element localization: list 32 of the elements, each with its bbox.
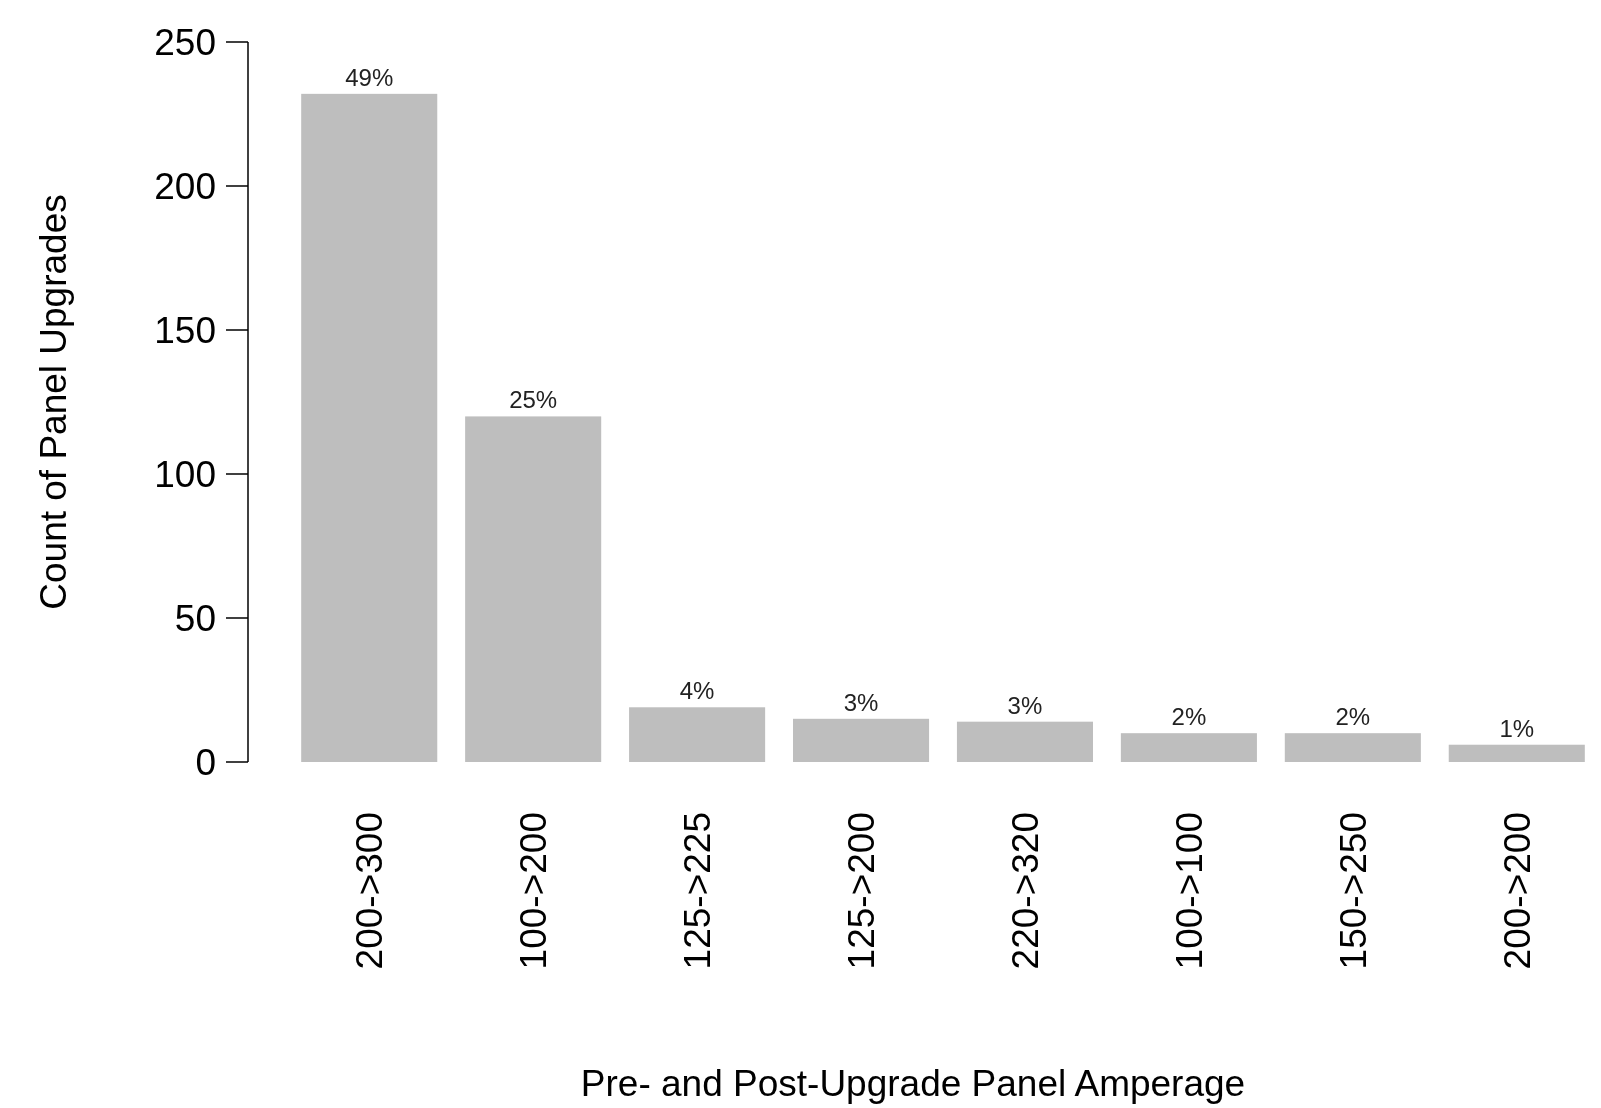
annotation: 25%	[509, 386, 558, 414]
y-tick-label: 0	[195, 741, 216, 783]
bar	[629, 707, 766, 762]
y-tick-label: 50	[174, 597, 216, 639]
annotation: 49%	[345, 63, 394, 91]
annotation: 2%	[1171, 703, 1207, 731]
x-tick-label: 200->300	[349, 812, 391, 970]
y-tick-label: 150	[154, 309, 216, 351]
x-tick-label: 220->320	[1004, 812, 1046, 970]
bar	[1284, 733, 1421, 762]
x-tick-label: 125->225	[677, 812, 719, 970]
bar	[301, 93, 438, 762]
annotation: 2%	[1335, 703, 1371, 731]
annotation: 4%	[679, 677, 715, 705]
x-tick-label: 200->200	[1496, 812, 1538, 970]
y-tick-label: 250	[154, 21, 216, 63]
x-tick-label: 150->250	[1332, 812, 1374, 970]
x-axis-title: Pre- and Post-Upgrade Panel Amperage	[580, 1063, 1246, 1104]
x-tick-label: 100->200	[513, 812, 555, 970]
y-axis-title: Count of Panel Upgrades	[33, 194, 74, 610]
bar	[793, 718, 930, 762]
annotation: 1%	[1499, 714, 1535, 742]
bar	[956, 721, 1093, 762]
bar	[1120, 733, 1257, 762]
annotation: 3%	[1007, 691, 1043, 719]
bar	[1448, 744, 1585, 762]
x-tick-label: 100->100	[1168, 812, 1210, 970]
bar	[465, 416, 602, 762]
annotation: 3%	[843, 688, 879, 716]
y-tick-label: 200	[154, 165, 216, 207]
y-tick-label: 100	[154, 453, 216, 495]
x-tick-label: 125->200	[840, 812, 882, 970]
